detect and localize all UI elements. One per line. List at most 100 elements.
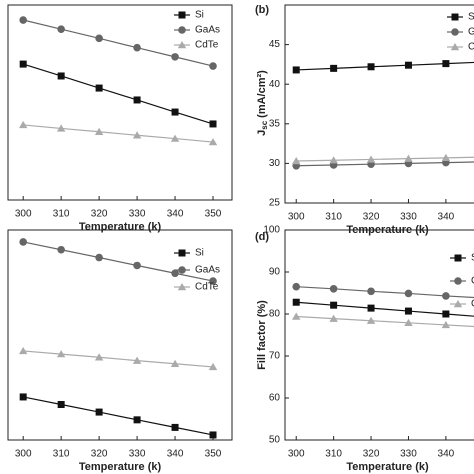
marker [133, 43, 141, 52]
marker [171, 423, 179, 431]
x-tick-label: 330 [400, 449, 417, 460]
x-tick-label: 350 [205, 449, 222, 460]
x-tick-label: 340 [438, 449, 455, 460]
x-tick-label: 340 [167, 449, 184, 460]
marker [19, 60, 27, 68]
x-tick-label: 310 [325, 212, 342, 223]
marker [292, 66, 300, 74]
marker [56, 124, 66, 132]
marker [170, 359, 180, 367]
series-line [23, 63, 214, 125]
marker [18, 120, 28, 129]
x-tick-label: 300 [15, 449, 32, 460]
x-tick-label: 340 [167, 209, 184, 220]
y-label-sub: sc [260, 120, 269, 129]
marker [19, 238, 27, 246]
marker [208, 138, 218, 146]
marker [19, 16, 27, 24]
marker [404, 318, 413, 327]
marker [292, 298, 300, 306]
x-tick-label: 330 [129, 209, 146, 220]
marker [367, 287, 375, 296]
marker [292, 282, 301, 291]
marker [329, 156, 338, 164]
series-line [296, 286, 474, 299]
x-tick-label: 310 [53, 449, 70, 460]
marker [209, 62, 217, 70]
marker [208, 362, 218, 371]
marker [95, 408, 103, 416]
y-axis-label: Jsc (mA/cm²) [256, 70, 269, 136]
marker [442, 292, 450, 300]
x-tick-label: 320 [363, 449, 380, 460]
legend-marker [177, 283, 187, 291]
legend-marker [453, 300, 463, 308]
y-label-part: J [256, 130, 268, 136]
legend-label: CdTe [468, 42, 474, 53]
legend-label: GaAs [468, 27, 474, 38]
y-tick-label: 50 [269, 435, 281, 446]
marker [171, 108, 179, 116]
marker [366, 155, 376, 163]
y-tick-label: 35 [269, 118, 281, 129]
x-axis-label: Temperature (k) [79, 461, 162, 473]
marker [132, 131, 142, 139]
marker [57, 245, 65, 254]
legend-label: GaAs [195, 25, 220, 36]
x-tick-label: 320 [91, 209, 108, 220]
panel: 300 310 320 330 340 350 Temperature (k) Si GaAs C… [7, 4, 233, 233]
marker [95, 253, 103, 262]
panel-label: (d) [255, 231, 269, 243]
panel: 300 310 320 330 340 50 60 70 80 90 100 Temperature … [255, 225, 474, 473]
x-tick-label: 300 [15, 209, 32, 220]
marker [57, 401, 65, 409]
marker [367, 304, 375, 312]
marker [133, 96, 141, 104]
legend-label: Si [468, 12, 474, 23]
series-line [296, 156, 474, 162]
marker [442, 60, 450, 68]
legend-label: CdTe [195, 282, 219, 293]
marker [404, 289, 413, 298]
marker [441, 153, 451, 162]
marker [330, 301, 338, 309]
series-line [296, 315, 474, 328]
y-tick-label: 70 [269, 351, 281, 362]
marker [132, 356, 142, 364]
marker [19, 393, 27, 401]
y-tick-label: 45 [269, 39, 281, 50]
marker [330, 64, 338, 72]
marker [94, 353, 104, 361]
series-line [23, 19, 214, 67]
x-tick-label: 310 [53, 209, 70, 220]
marker [95, 84, 103, 92]
marker [329, 285, 338, 293]
marker [94, 127, 104, 135]
legend-label: GaAs [195, 265, 220, 276]
marker [171, 269, 179, 278]
marker [209, 277, 217, 285]
series-line [23, 396, 214, 436]
legend-marker [451, 13, 459, 21]
series-line [23, 241, 214, 282]
x-tick-label: 350 [205, 209, 222, 220]
x-tick-label: 320 [91, 449, 108, 460]
series-line [296, 61, 474, 71]
y-tick-label: 40 [269, 79, 281, 90]
legend-marker [178, 249, 186, 257]
marker [367, 63, 375, 71]
plot-frame [7, 4, 233, 201]
marker [57, 72, 65, 80]
panel: 300 310 320 330 340 350 Temperature (k) Si GaAs C… [7, 229, 233, 473]
marker [95, 34, 103, 43]
legend-marker [178, 266, 186, 274]
marker [209, 431, 217, 439]
marker [441, 320, 451, 329]
marker [170, 134, 180, 142]
x-tick-label: 330 [129, 449, 146, 460]
plot-frame [284, 229, 474, 441]
legend-label: CdTe [195, 40, 219, 51]
marker [57, 25, 65, 33]
